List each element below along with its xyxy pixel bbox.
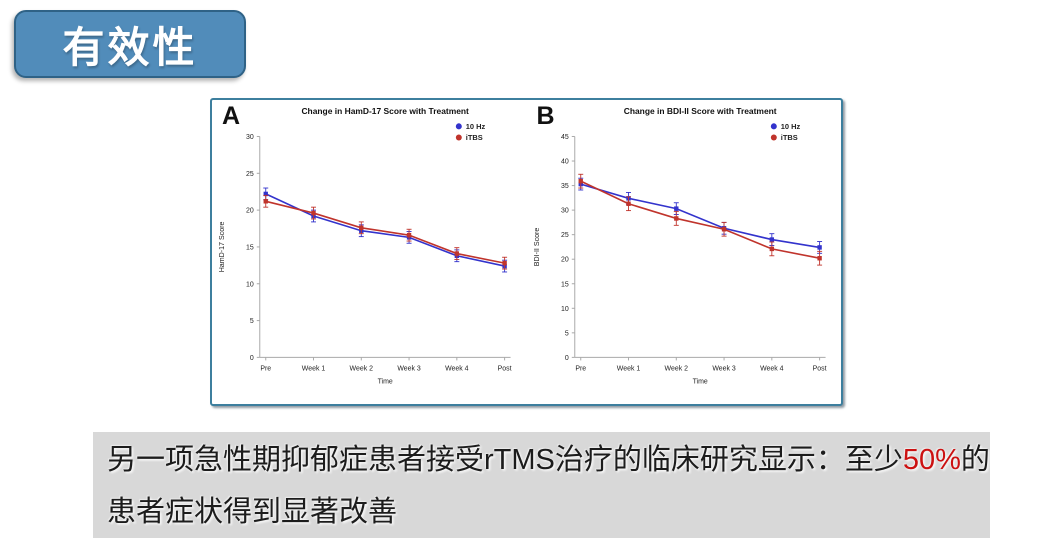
- svg-text:15: 15: [246, 244, 254, 251]
- svg-text:30: 30: [246, 134, 254, 141]
- caption-highlight-percentage: 50%: [902, 444, 961, 476]
- legend-marker-10-hz: [455, 123, 462, 130]
- svg-text:10: 10: [561, 306, 569, 313]
- caption-line-2: 患者症状得到显著改善: [107, 496, 398, 528]
- svg-text:Week 1: Week 1: [302, 366, 326, 373]
- panel-label-a: A: [222, 102, 241, 130]
- legend-marker-itbs: [455, 134, 462, 141]
- svg-text:Week 1: Week 1: [616, 366, 640, 373]
- svg-text:Post: Post: [498, 366, 512, 373]
- charts-panel: A Change in HamD-17 Score with Treatment…: [210, 98, 843, 406]
- panel-label-b: B: [536, 102, 555, 130]
- svg-text:40: 40: [561, 159, 569, 166]
- svg-text:Time: Time: [692, 379, 707, 386]
- bdi2-line-chart: Change in BDI-II Score with Treatment 0 5 1…: [533, 106, 826, 386]
- effectiveness-badge: 有效性: [14, 10, 246, 78]
- svg-text:20: 20: [246, 208, 254, 215]
- svg-text:Post: Post: [812, 366, 826, 373]
- svg-text:10: 10: [246, 281, 254, 288]
- svg-text:Change in BDI-II Score with Tr: Change in BDI-II Score with Treatment: [623, 106, 776, 116]
- hamd17-line-chart: Change in HamD-17 Score with Treatment 0 5…: [219, 106, 512, 386]
- hamd17-chart-container: A Change in HamD-17 Score with Treatment…: [212, 100, 527, 404]
- caption-line-1-suffix: 的: [960, 444, 990, 476]
- svg-text:Week 2: Week 2: [664, 366, 688, 373]
- svg-text:BDI-II Score: BDI-II Score: [533, 228, 540, 267]
- svg-text:HamD-17 Score: HamD-17 Score: [219, 221, 226, 272]
- svg-text:5: 5: [250, 318, 254, 325]
- legend-marker-itbs: [770, 134, 777, 141]
- effectiveness-badge-label: 有效性: [62, 23, 198, 71]
- svg-text:10 Hz: 10 Hz: [780, 122, 800, 131]
- svg-text:Week 3: Week 3: [397, 366, 421, 373]
- svg-text:25: 25: [246, 171, 254, 178]
- svg-text:Time: Time: [378, 379, 393, 386]
- svg-text:5: 5: [564, 330, 568, 337]
- svg-text:25: 25: [561, 232, 569, 239]
- svg-text:iTBS: iTBS: [780, 133, 797, 142]
- svg-text:0: 0: [564, 355, 568, 362]
- svg-text:0: 0: [250, 355, 254, 362]
- svg-text:Week 3: Week 3: [712, 366, 736, 373]
- bdi2-chart-container: B Change in BDI-II Score with Treatment 0…: [527, 100, 842, 404]
- svg-text:Week 2: Week 2: [350, 366, 374, 373]
- svg-text:45: 45: [561, 134, 569, 141]
- svg-text:10 Hz: 10 Hz: [466, 122, 486, 131]
- legend-marker-10-hz: [770, 123, 777, 130]
- caption-line-1: 另一项急性期抑郁症患者接受rTMS治疗的临床研究显示：至少50%的: [107, 434, 990, 486]
- svg-text:35: 35: [561, 183, 569, 190]
- svg-text:20: 20: [561, 257, 569, 264]
- svg-text:Week 4: Week 4: [760, 366, 784, 373]
- svg-text:iTBS: iTBS: [466, 133, 483, 142]
- svg-text:Pre: Pre: [260, 366, 271, 373]
- caption-box: 另一项急性期抑郁症患者接受rTMS治疗的临床研究显示：至少50%的 患者症状得到…: [93, 432, 990, 538]
- svg-text:Change in HamD-17 Score with T: Change in HamD-17 Score with Treatment: [301, 106, 469, 116]
- svg-text:Pre: Pre: [575, 366, 586, 373]
- caption-line-1-prefix: 另一项急性期抑郁症患者接受rTMS治疗的临床研究显示：至少: [107, 444, 903, 476]
- svg-text:Week 4: Week 4: [445, 366, 469, 373]
- svg-text:30: 30: [561, 208, 569, 215]
- svg-text:15: 15: [561, 281, 569, 288]
